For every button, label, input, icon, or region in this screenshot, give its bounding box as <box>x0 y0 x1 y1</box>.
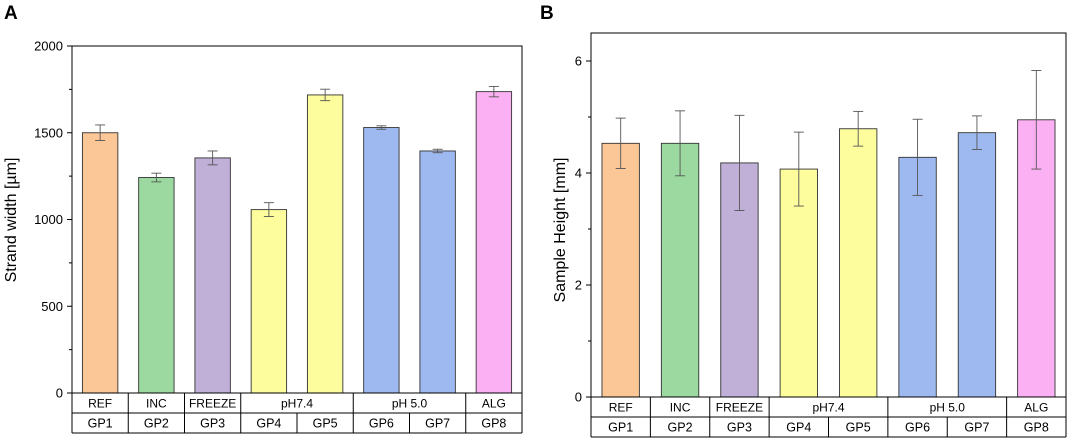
panel-b-error-bar-gp3 <box>734 114 745 211</box>
panel-a-error-bar-gp3 <box>207 150 218 166</box>
panel-a-error-bar-gp8 <box>488 85 499 98</box>
panel-a-error-bar-gp6 <box>376 125 387 130</box>
panel-a-error-bar-gp7 <box>432 148 443 154</box>
panel-b-bar-gp7 <box>957 132 997 398</box>
panel-b-category-label-gp8: GP8 <box>1024 421 1049 435</box>
panel-a-bar-gp1 <box>81 132 119 394</box>
panel-a-category-label-gp6: GP6 <box>369 417 394 431</box>
panel-a-bars <box>81 91 513 394</box>
panel-a-group-label: FREEZE <box>189 397 236 411</box>
panel-b-bar-gp2 <box>660 142 700 398</box>
panel-b-y-tick-label: 6 <box>575 54 582 69</box>
panel-a-category-label-gp8: GP8 <box>481 417 506 431</box>
panel-b-error-bar-gp8 <box>1031 70 1042 170</box>
panel-b-y-tick-label: 0 <box>575 390 582 405</box>
panel-b-group-label: pH7.4 <box>812 401 844 415</box>
panel-b-letter: B <box>540 3 554 24</box>
panel-b-category-label-gp7: GP7 <box>964 421 989 435</box>
panel-b-category-label-gp1: GP1 <box>608 421 633 435</box>
panel-b-group-label: REF <box>609 401 633 415</box>
panel-a-y-axis-title: Strand width [µm] <box>3 158 20 283</box>
panel-b-bar-gp5 <box>839 128 878 398</box>
panel-a-error-bar-gp5 <box>320 88 331 102</box>
panel-a-group-label: INC <box>146 397 167 411</box>
panel-b-axes <box>590 32 1067 398</box>
panel-b-category-label-gp2: GP2 <box>668 421 693 435</box>
panel-a-error-bars <box>95 85 499 218</box>
panel-b-group-label: FREEZE <box>716 401 763 415</box>
panel-a-bar-gp3 <box>194 157 231 394</box>
panel-a-bar-gp8 <box>475 91 513 394</box>
panel-a-y-tick-label: 1000 <box>34 212 63 227</box>
panel-b-group-label: pH 5.0 <box>930 401 966 415</box>
panel-a-bar-gp7 <box>419 150 456 394</box>
panel-b-y-ticks: 0 2 4 6 <box>575 54 591 405</box>
panel-a-category-label-gp2: GP2 <box>144 417 169 431</box>
panel-b-category-label-gp6: GP6 <box>905 421 930 435</box>
panel-a-bar-gp6 <box>363 127 400 394</box>
panel-b-bars <box>601 119 1056 398</box>
panel-a-category-label-gp5: GP5 <box>313 417 338 431</box>
panel-a-bar-gp4 <box>250 209 288 394</box>
panel-a-category-label-gp4: GP4 <box>256 417 281 431</box>
panel-b-error-bar-gp1 <box>615 117 626 169</box>
panel-b-error-bar-gp2 <box>675 110 686 177</box>
panel-b-group-label: ALG <box>1024 401 1048 415</box>
panel-b-error-bar-gp7 <box>971 115 982 150</box>
panel-b-bar-gp6 <box>898 156 937 398</box>
panel-b-plot-frame <box>590 32 1067 398</box>
panel-a-bar-gp2 <box>138 177 175 394</box>
panel-a-error-bar-gp4 <box>263 202 274 218</box>
panel-b-y-axis-title: Sample Height [mm] <box>552 158 569 303</box>
panel-b-bar-gp4 <box>779 168 818 398</box>
panel-b-y-tick-label: 4 <box>575 166 582 181</box>
panel-b: B Sample Height [mm] 0 2 4 6 REF INC FREEZE pH… <box>540 3 1067 438</box>
panel-a-category-label-gp3: GP3 <box>200 417 225 431</box>
panel-a-error-bar-gp1 <box>95 124 106 142</box>
panel-a-group-label: REF <box>88 397 112 411</box>
panel-b-group-label: INC <box>670 401 691 415</box>
panel-a-category-label-gp1: GP1 <box>88 417 113 431</box>
panel-a-category-table: REF INC FREEZE pH7.4 pH 5.0 ALG GP1 GP2 GP3 GP4 GP… <box>71 393 523 434</box>
panel-b-category-label-gp4: GP4 <box>786 421 811 435</box>
panel-a-y-tick-label: 0 <box>56 386 63 401</box>
panel-b-category-table: REF INC FREEZE pH7.4 pH 5.0 ALG GP1 GP2 GP3 GP4 GP… <box>590 397 1067 438</box>
panel-a-error-bar-gp2 <box>151 172 162 183</box>
panel-b-category-label-gp5: GP5 <box>846 421 871 435</box>
panel-a-group-label: pH 5.0 <box>392 397 428 411</box>
panel-b-error-bar-gp4 <box>793 131 804 207</box>
panel-b-error-bars <box>615 70 1042 211</box>
panel-a-letter: A <box>4 3 18 24</box>
panel-b-y-tick-label: 2 <box>575 278 582 293</box>
panel-a-group-label: ALG <box>482 397 506 411</box>
panel-a-y-ticks: 0 500 1000 1500 2000 <box>34 39 72 401</box>
panel-b-category-label-gp3: GP3 <box>727 421 752 435</box>
panel-a: A Strand width [µm] 0 500 1000 1500 2000 REF… <box>3 3 523 434</box>
panel-a-group-label: pH7.4 <box>281 397 313 411</box>
panel-a-y-tick-label: 500 <box>41 299 63 314</box>
panel-b-error-bar-gp6 <box>912 118 923 196</box>
panel-a-category-label-gp7: GP7 <box>425 417 450 431</box>
panel-a-y-tick-label: 1500 <box>34 125 63 140</box>
panel-a-y-tick-label: 2000 <box>34 39 63 54</box>
panel-b-bar-gp1 <box>601 142 640 398</box>
panel-b-error-bar-gp5 <box>853 110 864 147</box>
panel-a-bar-gp5 <box>306 94 344 394</box>
